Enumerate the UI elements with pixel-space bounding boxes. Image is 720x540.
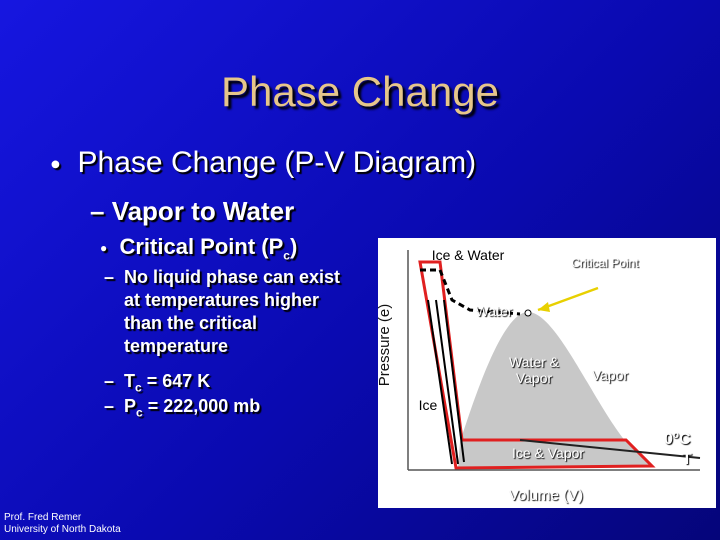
- subscript: c: [136, 405, 143, 420]
- isotherm-unit: C: [679, 431, 691, 448]
- bullet-text: No liquid phase can exist at temperature…: [124, 267, 341, 356]
- dome: [458, 312, 652, 468]
- region-label: Water: [476, 303, 513, 319]
- bullet: ● Critical Point (Pc): [100, 234, 298, 263]
- footer-line: University of North Dakota: [4, 524, 121, 535]
- region-label: Ice: [419, 397, 438, 413]
- bullet: – Vapor to Water: [90, 196, 295, 226]
- isotherm: [519, 439, 701, 459]
- bullet-text: Vapor to Water: [111, 196, 295, 226]
- bullet: – Tc = 647 K: [104, 371, 211, 395]
- footer-line: Prof. Fred Remer: [4, 512, 82, 523]
- region-label: Critical Point: [571, 256, 639, 270]
- region-outline: [418, 260, 656, 470]
- bullet: – Pc = 222,000 mb: [104, 396, 261, 420]
- boundary-line: [420, 268, 521, 316]
- isotherm-label: 0oC: [664, 430, 691, 448]
- bullet-text: Critical Point (P: [119, 234, 284, 259]
- superscript: o: [673, 430, 679, 441]
- arrow-head: [538, 302, 550, 312]
- region-label: Water & Vapor: [508, 354, 560, 386]
- region-label: Ice & Water: [432, 247, 505, 263]
- slide-title: Phase Change: [221, 68, 499, 115]
- bullet: ● Phase Change (P-V Diagram): [50, 146, 477, 179]
- bullet-text: = 222,000 mb: [142, 396, 261, 416]
- y-axis-label: Pressure (e): [376, 304, 393, 387]
- subscript: c: [135, 380, 142, 395]
- region-label: Vapor: [592, 367, 629, 383]
- critical-point: [524, 309, 532, 317]
- region-label: Ice & Vapor: [512, 445, 584, 461]
- x-axis-label: Volume (V): [509, 487, 583, 504]
- bullet-text: ): [289, 234, 298, 259]
- label-box: Critical Point: [571, 256, 639, 270]
- isotherm-axis: T: [682, 451, 692, 468]
- footer: Prof. Fred Remer University of North Dako…: [4, 512, 121, 536]
- subscript: c: [283, 248, 290, 263]
- isotherm-value: 0: [664, 431, 673, 448]
- bullet-text: Phase Change (P-V Diagram): [77, 146, 477, 179]
- bullet-text: = 647 K: [141, 371, 211, 391]
- bullet-text: T: [124, 371, 135, 391]
- bullet: – No liquid phase can exist at temperatur…: [104, 267, 341, 356]
- bullet-text: P: [124, 396, 137, 416]
- isotherm: [427, 299, 465, 465]
- label-box: Water & Vapor: [508, 354, 560, 386]
